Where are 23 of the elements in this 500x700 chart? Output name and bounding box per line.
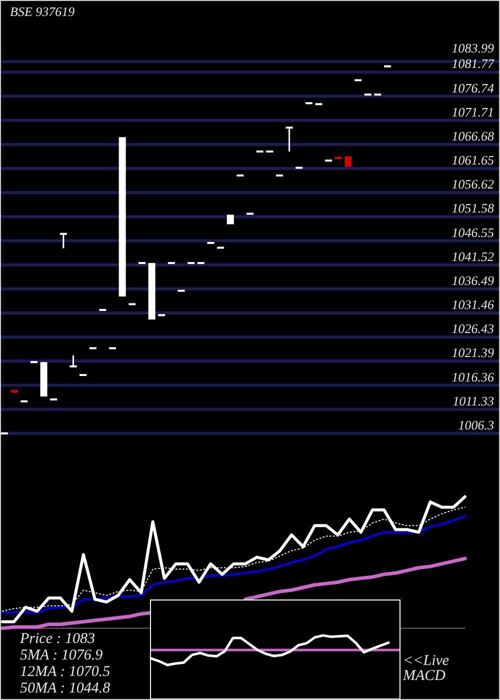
y-tick-label: 1046.55 [452, 224, 494, 240]
y-tick-label: 1076.74 [452, 80, 494, 95]
text: 50MA : 1044.8 [20, 680, 111, 696]
y-tick-label: 1051.58 [452, 200, 494, 216]
y-tick-label: 1031.46 [452, 296, 494, 312]
text: Price : 1083 [19, 631, 95, 647]
y-tick-label: 1071.71 [452, 104, 494, 119]
y-tick-label: 1066.68 [452, 128, 494, 143]
text: <<Live MACD [402, 653, 450, 684]
y-tick-label: 1006.3 [458, 416, 494, 432]
y-tick-label: 1061.65 [452, 152, 494, 168]
y-tick-label: 1036.49 [452, 272, 494, 288]
text: 12MA : 1070.5 [20, 664, 111, 680]
text: 5MA : 1076.9 [20, 648, 104, 664]
y-tick-label: 1026.43 [452, 320, 494, 336]
chart-title: BSE 937619 [10, 4, 76, 19]
y-tick-label: 1083.99 [452, 40, 494, 56]
y-tick-label: 1056.62 [452, 176, 494, 192]
y-tick-label: 1011.33 [452, 392, 494, 408]
y-tick-label: 1081.77 [452, 56, 494, 71]
y-tick-label: 1021.39 [452, 344, 494, 360]
y-tick-label: 1041.52 [452, 248, 494, 264]
y-tick-label: 1016.36 [452, 368, 494, 384]
